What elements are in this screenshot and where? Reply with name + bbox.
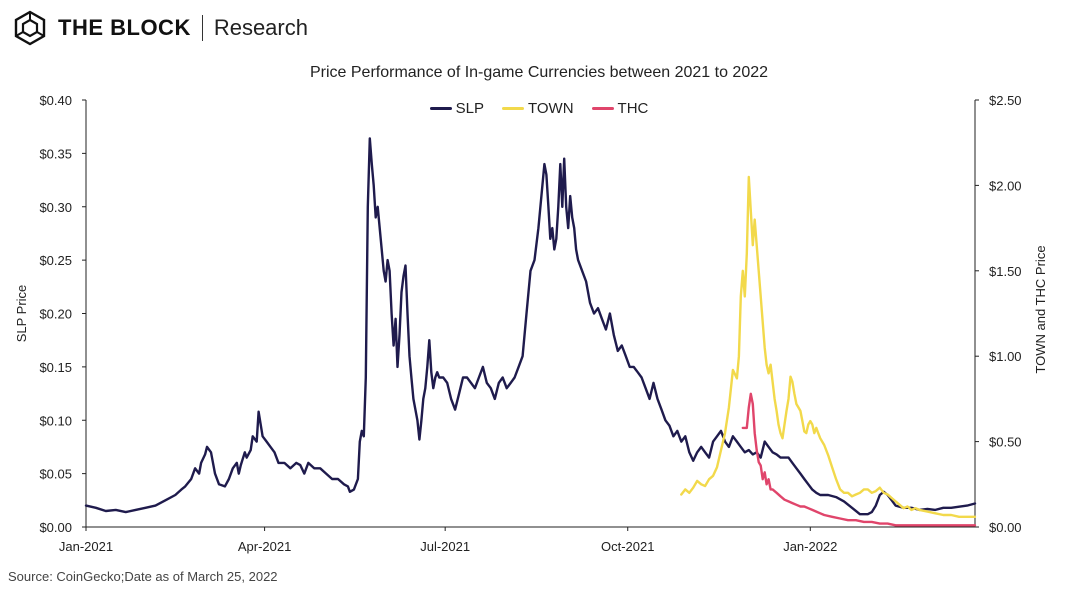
- chart-legend: SLP TOWN THC: [0, 100, 1078, 117]
- y-tick-label: $0.00: [39, 520, 72, 535]
- legend-swatch-thc: [591, 107, 614, 110]
- y2-tick-label: $2.50: [989, 93, 1022, 108]
- legend-swatch-town: [501, 107, 524, 110]
- legend-item-town: TOWN: [501, 100, 574, 117]
- y-tick-label: $0.15: [39, 360, 72, 375]
- x-tick-label: Oct-2021: [601, 539, 654, 554]
- y-axis-title: SLP Price: [14, 285, 29, 343]
- series-line-thc: [741, 392, 977, 527]
- legend-label-thc: THC: [617, 100, 649, 117]
- chart-title: Price Performance of In-game Currencies …: [309, 64, 769, 81]
- legend-item-thc: THC: [591, 100, 649, 117]
- legend-label-slp: SLP: [455, 100, 484, 117]
- y-tick-label: $0.05: [39, 467, 72, 482]
- y-tick-label: $0.35: [39, 146, 72, 161]
- x-tick-label: Jul-2021: [420, 539, 470, 554]
- legend-swatch-slp: [429, 107, 452, 110]
- y2-axis-title: TOWN and THC Price: [1033, 245, 1048, 373]
- series-line-town: [680, 175, 977, 518]
- series-line-slp: [84, 137, 977, 516]
- y-tick-label: $0.10: [39, 413, 72, 428]
- y-tick-label: $0.20: [39, 307, 72, 322]
- y2-tick-label: $0.50: [989, 435, 1022, 450]
- y2-tick-label: $1.00: [989, 349, 1022, 364]
- brand-section: Research: [213, 15, 308, 40]
- brand-name: THE BLOCK: [58, 15, 191, 40]
- source-note: Source: CoinGecko;Date as of March 25, 2…: [8, 569, 278, 584]
- y2-tick-label: $2.00: [989, 178, 1022, 193]
- legend-item-slp: SLP: [429, 100, 484, 117]
- brand-separator: [201, 15, 203, 41]
- y2-tick-label: $0.00: [989, 520, 1022, 535]
- brand-header: THE BLOCK Research: [12, 8, 308, 48]
- y-tick-label: $0.30: [39, 200, 72, 215]
- the-block-logo-icon: [14, 10, 46, 46]
- y2-tick-label: $1.50: [989, 264, 1022, 279]
- x-tick-label: Apr-2021: [238, 539, 291, 554]
- x-tick-label: Jan-2022: [783, 539, 837, 554]
- y-tick-label: $0.25: [39, 253, 72, 268]
- legend-label-town: TOWN: [527, 100, 574, 117]
- y-tick-label: $0.40: [39, 93, 72, 108]
- x-tick-label: Jan-2021: [59, 539, 113, 554]
